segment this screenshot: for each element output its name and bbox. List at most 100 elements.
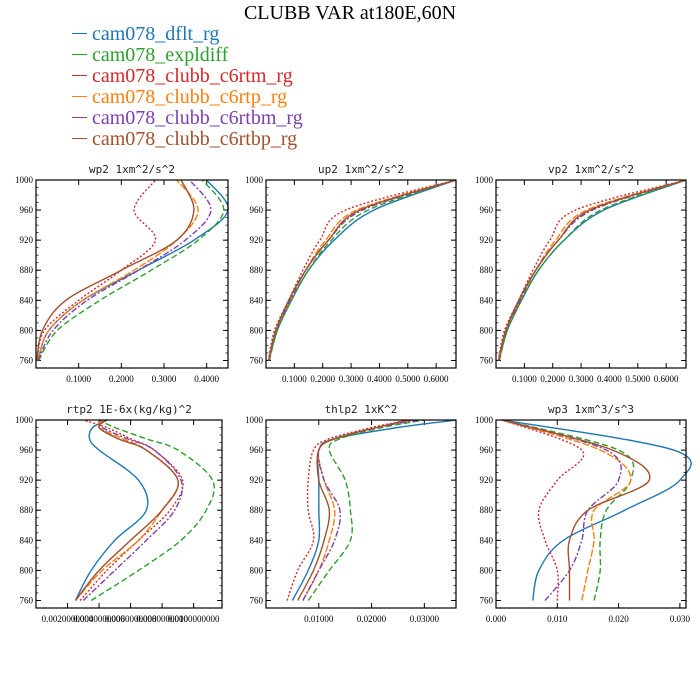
series-line [497, 179, 687, 361]
y-tick-label: 920 [20, 475, 34, 485]
legend-item: cam078_clubb_c6rtbp_rg [72, 129, 297, 149]
plot-frame [495, 179, 687, 369]
y-tick-label: 800 [20, 565, 34, 575]
x-tick-label: 0.0040000000 [73, 614, 125, 624]
series-line [297, 419, 409, 601]
y-tick-label: 800 [250, 325, 264, 335]
legend-label: cam078_clubb_c6rtp_rg [92, 86, 288, 108]
legend-item: cam078_clubb_c6rtm_rg [72, 66, 293, 86]
y-tick-label: 1000 [475, 415, 494, 425]
y-tick-label: 1000 [15, 415, 34, 425]
panel-title: vp2 1xm^2/s^2 [548, 163, 634, 176]
series-line [501, 419, 651, 601]
y-tick-label: 800 [20, 325, 34, 335]
series-line [268, 179, 457, 361]
y-tick-label: 840 [250, 535, 264, 545]
x-tick-label: 0.010 [547, 614, 568, 624]
y-tick-label: 880 [250, 265, 264, 275]
y-tick-label: 800 [250, 565, 264, 575]
y-tick-label: 880 [480, 505, 494, 515]
series-line [37, 179, 199, 361]
x-tick-label: 0.000 [486, 614, 507, 624]
x-tick-label: 0.2000 [540, 374, 565, 384]
x-tick-label: 0.5000 [395, 374, 420, 384]
legend-swatch [72, 95, 87, 98]
y-tick-label: 1000 [15, 175, 34, 185]
x-tick-label: 0.2000 [109, 374, 134, 384]
legend-label: cam078_clubb_c6rtbp_rg [92, 128, 298, 150]
y-tick-label: 880 [480, 265, 494, 275]
legend-label: cam078_clubb_c6rtm_rg [92, 65, 293, 87]
series-line [267, 179, 457, 361]
series-line [498, 179, 687, 361]
y-tick-label: 840 [20, 295, 34, 305]
y-tick-label: 840 [480, 535, 494, 545]
series-line [302, 419, 420, 601]
y-tick-label: 960 [480, 445, 494, 455]
y-tick-label: 920 [480, 235, 494, 245]
plot-frame [495, 419, 687, 609]
chart-panel: vp2 1xm^2/s^2 760 800 840 880 920 960 1000 0.100… [475, 163, 687, 384]
plot-frame [265, 179, 457, 369]
panel-title: wp2 1xm^2/s^2 [89, 163, 175, 176]
chart-panel: rtp2 1E-6x(kg/kg)^2 760 800 840 880 920 960 100… [15, 403, 223, 624]
x-tick-label: 0.6000 [424, 374, 449, 384]
series-line [268, 179, 457, 361]
x-tick-label: 0.4000 [367, 374, 392, 384]
series-line [82, 419, 183, 602]
y-tick-label: 920 [250, 235, 264, 245]
x-tick-label: 0.020 [608, 614, 629, 624]
series-line [501, 419, 585, 601]
y-tick-label: 760 [20, 355, 34, 365]
series-line [74, 419, 149, 601]
x-tick-label: 0.0080000000 [136, 614, 188, 624]
series-line [501, 419, 692, 601]
y-tick-label: 840 [480, 295, 494, 305]
y-tick-label: 960 [480, 205, 494, 215]
y-tick-label: 960 [250, 205, 264, 215]
x-tick-label: 0.02000 [357, 614, 387, 624]
x-tick-label: 0.03000 [410, 614, 440, 624]
y-tick-label: 760 [480, 355, 494, 365]
series-line [37, 179, 225, 361]
x-tick-label: 0.1000 [282, 374, 307, 384]
y-tick-label: 1000 [245, 175, 264, 185]
legend-item: cam078_clubb_c6rtp_rg [72, 87, 287, 107]
panel-title: rtp2 1E-6x(kg/kg)^2 [66, 403, 192, 416]
y-tick-label: 1000 [245, 415, 264, 425]
x-tick-label: 0.4000 [597, 374, 622, 384]
x-tick-label: 0.1000 [66, 374, 91, 384]
x-tick-label: 0.01000 [304, 614, 334, 624]
legend-swatch [72, 53, 87, 56]
y-tick-label: 920 [250, 475, 264, 485]
legend-swatch [72, 116, 87, 119]
y-tick-label: 960 [20, 205, 34, 215]
x-tick-label: 0.0100000000 [168, 614, 220, 624]
panel-title: up2 1xm^2/s^2 [318, 163, 404, 176]
legend-item: cam078_clubb_c6rtbm_rg [72, 108, 303, 128]
x-tick-label: 0.4000 [194, 374, 219, 384]
x-tick-label: 0.3000 [152, 374, 177, 384]
series-line [498, 179, 687, 361]
y-tick-label: 760 [250, 355, 264, 365]
plot-frame [265, 419, 457, 609]
series-line [307, 419, 425, 601]
y-tick-label: 880 [250, 505, 264, 515]
y-tick-label: 840 [20, 535, 34, 545]
panel-title: wp3 1xm^3/s^3 [548, 403, 634, 416]
panel-title: thlp2 1xK^2 [325, 403, 398, 416]
x-tick-label: 0.1000 [512, 374, 537, 384]
series-line [497, 179, 687, 361]
y-tick-label: 760 [480, 595, 494, 605]
y-tick-label: 960 [250, 445, 264, 455]
x-tick-label: 0.3000 [339, 374, 364, 384]
legend-label: cam078_dflt_rg [92, 23, 220, 45]
plot-frame [35, 179, 229, 369]
series-line [79, 419, 184, 601]
chart-panel: wp2 1xm^2/s^2 760 800 840 880 920 960 1000 0.100… [15, 163, 229, 384]
x-tick-label: 0.0060000000 [105, 614, 157, 624]
series-line [36, 179, 195, 361]
y-tick-label: 800 [480, 325, 494, 335]
x-tick-label: 0.0020000000 [42, 614, 94, 624]
y-tick-label: 960 [20, 445, 34, 455]
